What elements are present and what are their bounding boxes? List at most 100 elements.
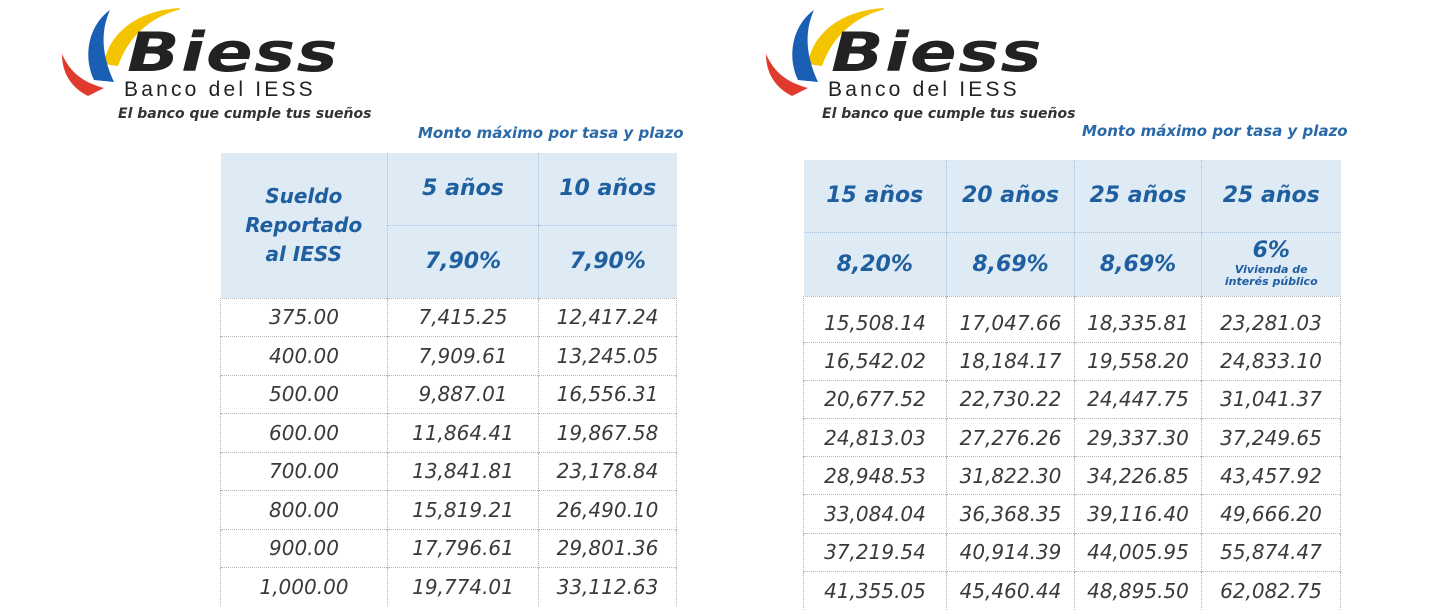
amount-cell: 17,796.61 (387, 528, 539, 568)
amount-cell: 31,041.37 (1201, 379, 1341, 419)
amount-cell: 18,184.17 (946, 341, 1075, 381)
table-row: 500.00 9,887.01 16,556.31 (220, 374, 677, 414)
term-header: 25 años (1201, 160, 1341, 233)
rate-note-line1: Vivienda de (1234, 263, 1308, 276)
amount-cell: 27,276.26 (946, 418, 1075, 457)
amount-cell: 29,801.36 (538, 528, 677, 568)
brand-name: Biess (831, 21, 1043, 84)
amount-cell: 49,666.20 (1201, 494, 1341, 534)
table-row: 15,508.14 17,047.66 18,335.81 23,281.03 (803, 295, 1341, 343)
amount-cell: 24,813.03 (803, 418, 947, 457)
loan-table-right: 15 años 20 años 25 años 25 años 8,20% 8,… (803, 160, 1341, 610)
amount-cell: 15,819.21 (387, 490, 539, 529)
brand-name: Biess (127, 21, 339, 84)
left-table-body: 375.00 7,415.25 12,417.24 400.00 7,909.61 13,… (220, 297, 677, 606)
table-row: 400.00 7,909.61 13,245.05 (220, 336, 677, 375)
salary-cell: 400.00 (220, 336, 388, 375)
table-row: 41,355.05 45,460.44 48,895.50 62,082.75 (803, 570, 1341, 610)
rate-header-public-housing: 6% Vivienda de interés público (1201, 232, 1341, 296)
brand-subtitle: Banco del IESS (828, 78, 1020, 101)
brand-tagline: El banco que cumple tus sueños (118, 106, 372, 122)
salary-cell: 700.00 (220, 451, 388, 491)
salary-cell: 500.00 (220, 374, 388, 414)
biess-logo: Biess Banco del IESS (60, 4, 370, 114)
rate-header: 8,69% (1074, 232, 1202, 296)
table-caption: Monto máximo por tasa y plazo (418, 124, 684, 142)
table-row: 16,542.02 18,184.17 19,558.20 24,833.10 (803, 341, 1341, 381)
amount-cell: 18,335.81 (1074, 295, 1202, 343)
rate-header: 8,20% (803, 232, 947, 296)
amount-cell: 41,355.05 (803, 570, 947, 610)
rate-header: 7,90% (387, 225, 539, 298)
table-row: 20,677.52 22,730.22 24,447.75 31,041.37 (803, 379, 1341, 419)
term-header: 10 años (538, 153, 677, 226)
amount-cell: 37,219.54 (803, 532, 947, 572)
table-row: 600.00 11,864.41 19,867.58 (220, 413, 677, 452)
table-row: 33,084.04 36,368.35 39,116.40 49,666.20 (803, 494, 1341, 534)
amount-cell: 62,082.75 (1201, 570, 1341, 610)
biess-swoosh-icon (62, 8, 180, 96)
rate-header: 8,69% (946, 232, 1075, 296)
table-row: 24,813.03 27,276.26 29,337.30 37,249.65 (803, 418, 1341, 457)
amount-cell: 45,460.44 (946, 570, 1075, 610)
amount-cell: 29,337.30 (1074, 418, 1202, 457)
table-caption: Monto máximo por tasa y plazo (1082, 122, 1348, 140)
amount-cell: 36,368.35 (946, 494, 1075, 534)
amount-cell: 19,558.20 (1074, 341, 1202, 381)
amount-cell: 7,909.61 (387, 336, 539, 375)
amount-cell: 23,281.03 (1201, 295, 1341, 343)
amount-cell: 24,447.75 (1074, 379, 1202, 419)
header-row-rates: 8,20% 8,69% 8,69% 6% Vivienda de interés… (803, 232, 1341, 296)
amount-cell: 12,417.24 (538, 297, 677, 337)
biess-swoosh-icon (766, 8, 884, 96)
table-row: 37,219.54 40,914.39 44,005.95 55,874.47 (803, 532, 1341, 572)
amount-cell: 33,084.04 (803, 494, 947, 534)
table-row: 800.00 15,819.21 26,490.10 (220, 490, 677, 529)
salary-header-line2: Reportado (245, 212, 363, 237)
amount-cell: 26,490.10 (538, 490, 677, 529)
salary-cell: 375.00 (220, 297, 388, 337)
rate-note-line2: interés público (1224, 275, 1318, 288)
rate-value: 6% (1252, 238, 1290, 263)
biess-logo: Biess Banco del IESS (764, 4, 1074, 114)
right-panel: Biess Banco del IESS El banco que cumple… (700, 0, 1436, 610)
table-row: 1,000.00 19,774.01 33,112.63 (220, 567, 677, 606)
amount-cell: 15,508.14 (803, 295, 947, 343)
amount-cell: 34,226.85 (1074, 456, 1202, 495)
term-header: 5 años (387, 153, 539, 226)
amount-cell: 17,047.66 (946, 295, 1075, 343)
rate-header: 7,90% (538, 225, 677, 298)
amount-cell: 7,415.25 (387, 297, 539, 337)
amount-cell: 28,948.53 (803, 456, 947, 495)
header-row-terms: 15 años 20 años 25 años 25 años (803, 160, 1341, 233)
table-row: 900.00 17,796.61 29,801.36 (220, 528, 677, 568)
salary-cell: 900.00 (220, 528, 388, 568)
header-row-terms: Sueldo Reportado al IESS 5 años 10 años (220, 153, 677, 298)
amount-cell: 22,730.22 (946, 379, 1075, 419)
amount-cell: 31,822.30 (946, 456, 1075, 495)
loan-table-left: Sueldo Reportado al IESS 5 años 10 años … (220, 153, 677, 606)
table-row: 28,948.53 31,822.30 34,226.85 43,457.92 (803, 456, 1341, 495)
salary-cell: 1,000.00 (220, 567, 388, 606)
amount-cell: 48,895.50 (1074, 570, 1202, 610)
amount-cell: 33,112.63 (538, 567, 677, 606)
salary-header: Sueldo Reportado al IESS (220, 153, 388, 298)
amount-cell: 55,874.47 (1201, 532, 1341, 572)
right-table-body: 15,508.14 17,047.66 18,335.81 23,281.03 16,5… (803, 295, 1341, 610)
term-header: 15 años (803, 160, 947, 233)
amount-cell: 39,116.40 (1074, 494, 1202, 534)
amount-cell: 23,178.84 (538, 451, 677, 491)
salary-header-line3: al IESS (265, 241, 342, 266)
amount-cell: 11,864.41 (387, 413, 539, 452)
amount-cell: 13,841.81 (387, 451, 539, 491)
amount-cell: 19,774.01 (387, 567, 539, 606)
amount-cell: 16,542.02 (803, 341, 947, 381)
left-panel: Biess Banco del IESS El banco que cumple… (0, 0, 700, 606)
term-header: 20 años (946, 160, 1075, 233)
amount-cell: 13,245.05 (538, 336, 677, 375)
amount-cell: 19,867.58 (538, 413, 677, 452)
amount-cell: 43,457.92 (1201, 456, 1341, 495)
salary-header-line1: Sueldo (265, 183, 343, 208)
brand-tagline: El banco que cumple tus sueños (822, 106, 1076, 122)
amount-cell: 44,005.95 (1074, 532, 1202, 572)
